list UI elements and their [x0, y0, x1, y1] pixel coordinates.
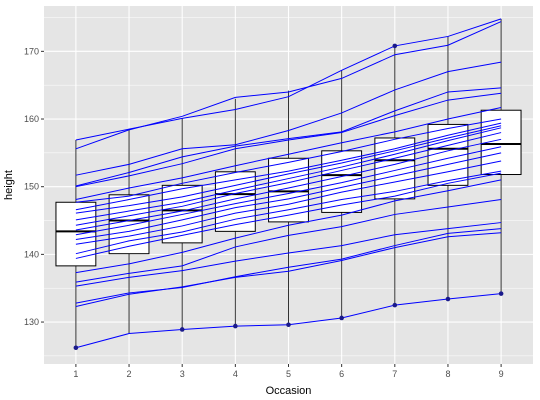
- outlier-point: [339, 315, 344, 321]
- axes: 130 140 150 160 170 1 2 3 4 5 6 7 8 9: [24, 46, 504, 379]
- x-tick-label: 1: [73, 369, 78, 379]
- series-line-18: [75, 107, 502, 201]
- outlier-point: [73, 345, 79, 351]
- series-line-9: [75, 160, 502, 245]
- y-axis-title: height: [3, 170, 15, 200]
- y-tick-label: 130: [24, 317, 39, 327]
- x-tick-label: 4: [233, 369, 238, 379]
- series-line-13: [75, 132, 502, 226]
- series-lines: [75, 18, 502, 349]
- outlier-point: [392, 302, 398, 308]
- outlier-points: [73, 43, 504, 351]
- series-line-19: [75, 92, 502, 188]
- outlier-point: [392, 43, 398, 49]
- series-line-5: [75, 199, 502, 283]
- outlier-point: [498, 291, 504, 296]
- x-axis-title: Occasion: [266, 385, 312, 397]
- series-line-20: [75, 87, 502, 187]
- box-occasion-1: [55, 201, 97, 267]
- x-tick-label: 8: [445, 369, 450, 379]
- series-line-21: [75, 61, 502, 176]
- series-line-3: [75, 228, 502, 304]
- outlier-point: [286, 322, 291, 328]
- series-line-11: [75, 146, 502, 236]
- series-line-23: [75, 18, 502, 141]
- series-line-7: [75, 172, 502, 259]
- outlier-point: [445, 296, 451, 302]
- series-line-17: [75, 118, 502, 203]
- x-tick-label: 9: [499, 369, 504, 379]
- outlier-point: [233, 323, 238, 329]
- y-tick-label: 150: [24, 182, 39, 192]
- x-tick-label: 5: [286, 369, 291, 379]
- x-tick-label: 6: [339, 369, 344, 379]
- x-tick-label: 7: [392, 369, 397, 379]
- series-line-8: [75, 170, 502, 255]
- y-tick-label: 170: [24, 46, 39, 56]
- series-line-15: [75, 125, 502, 214]
- x-tick-label: 2: [127, 369, 132, 379]
- x-tick-label: 3: [180, 369, 185, 379]
- outlier-point: [179, 327, 185, 332]
- y-tick-label: 140: [24, 249, 39, 259]
- series-line-12: [75, 138, 502, 231]
- series-line-6: [75, 179, 502, 274]
- series-line-4: [75, 222, 502, 287]
- y-tick-label: 160: [24, 114, 39, 124]
- series-line-10: [75, 152, 502, 240]
- series-line-2: [75, 232, 502, 307]
- series-line-16: [75, 122, 502, 211]
- series-line-14: [75, 127, 502, 221]
